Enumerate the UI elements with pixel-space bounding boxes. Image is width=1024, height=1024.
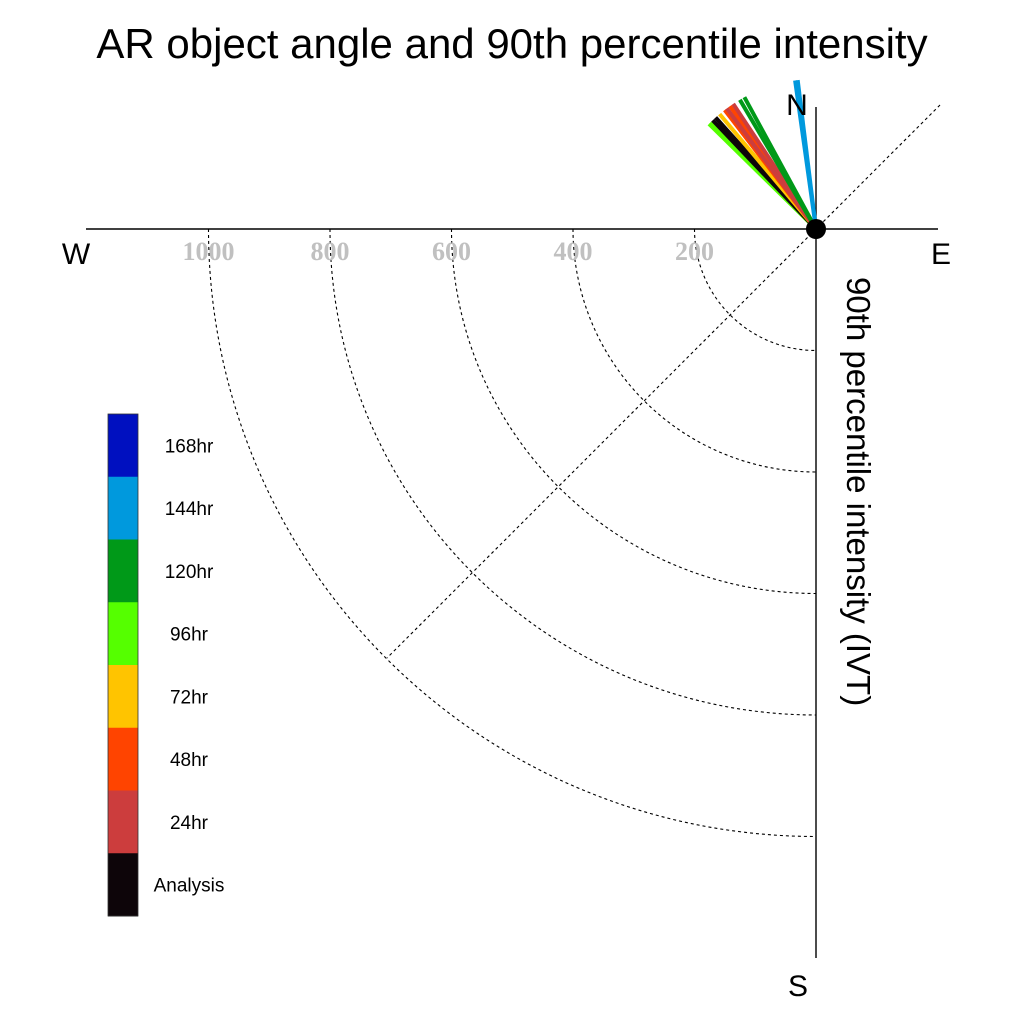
tick-label: 800 <box>311 237 350 266</box>
series-line-120hr <box>742 96 818 230</box>
grid-ring <box>329 228 817 716</box>
tick-label: 600 <box>432 237 471 266</box>
legend-label: 72hr <box>170 687 209 708</box>
north-label: N <box>786 89 808 122</box>
south-label: S <box>788 970 808 1003</box>
legend-label: 120hr <box>165 562 214 583</box>
legend-label: 96hr <box>170 625 209 646</box>
grid-ring <box>693 228 817 352</box>
legend-label: 144hr <box>165 499 214 520</box>
series-line-144hr <box>795 79 818 230</box>
grid-lines <box>207 104 941 838</box>
legend-swatch <box>108 665 138 729</box>
legend-label: 24hr <box>170 813 209 834</box>
legend-label: 48hr <box>170 750 209 771</box>
radial-tick-labels: 200 400 600 800 1000 <box>183 237 715 266</box>
tick-label: 200 <box>675 237 714 266</box>
y-axis-label: 90th percentile intensity (IVT) <box>840 277 877 706</box>
grid-ring <box>207 228 817 838</box>
grid-ring <box>572 228 817 473</box>
legend-swatch <box>108 539 138 603</box>
center-dot <box>806 219 826 239</box>
grid-diagonal-sw <box>386 228 817 659</box>
east-label: E <box>931 238 951 271</box>
grid-ring <box>450 228 817 595</box>
axes <box>86 107 938 958</box>
legend-swatch <box>108 853 138 917</box>
grid-diagonal-ne <box>815 104 941 230</box>
legend: 168hr 144hr 120hr 96hr 72hr 48hr 24hr Analysis <box>107 413 225 917</box>
angle-lines <box>707 79 818 231</box>
legend-swatch <box>108 414 138 478</box>
chart-title: AR object angle and 90th percentile inte… <box>96 20 927 67</box>
legend-label: Analysis <box>154 876 225 897</box>
legend-swatch <box>108 476 138 540</box>
legend-border <box>107 413 139 917</box>
legend-swatch <box>108 790 138 854</box>
west-label: W <box>62 238 91 271</box>
legend-label: 168hr <box>165 436 214 457</box>
tick-label: 400 <box>554 237 593 266</box>
legend-swatch <box>108 602 138 666</box>
tick-label: 1000 <box>183 237 235 266</box>
legend-swatch <box>108 727 138 791</box>
